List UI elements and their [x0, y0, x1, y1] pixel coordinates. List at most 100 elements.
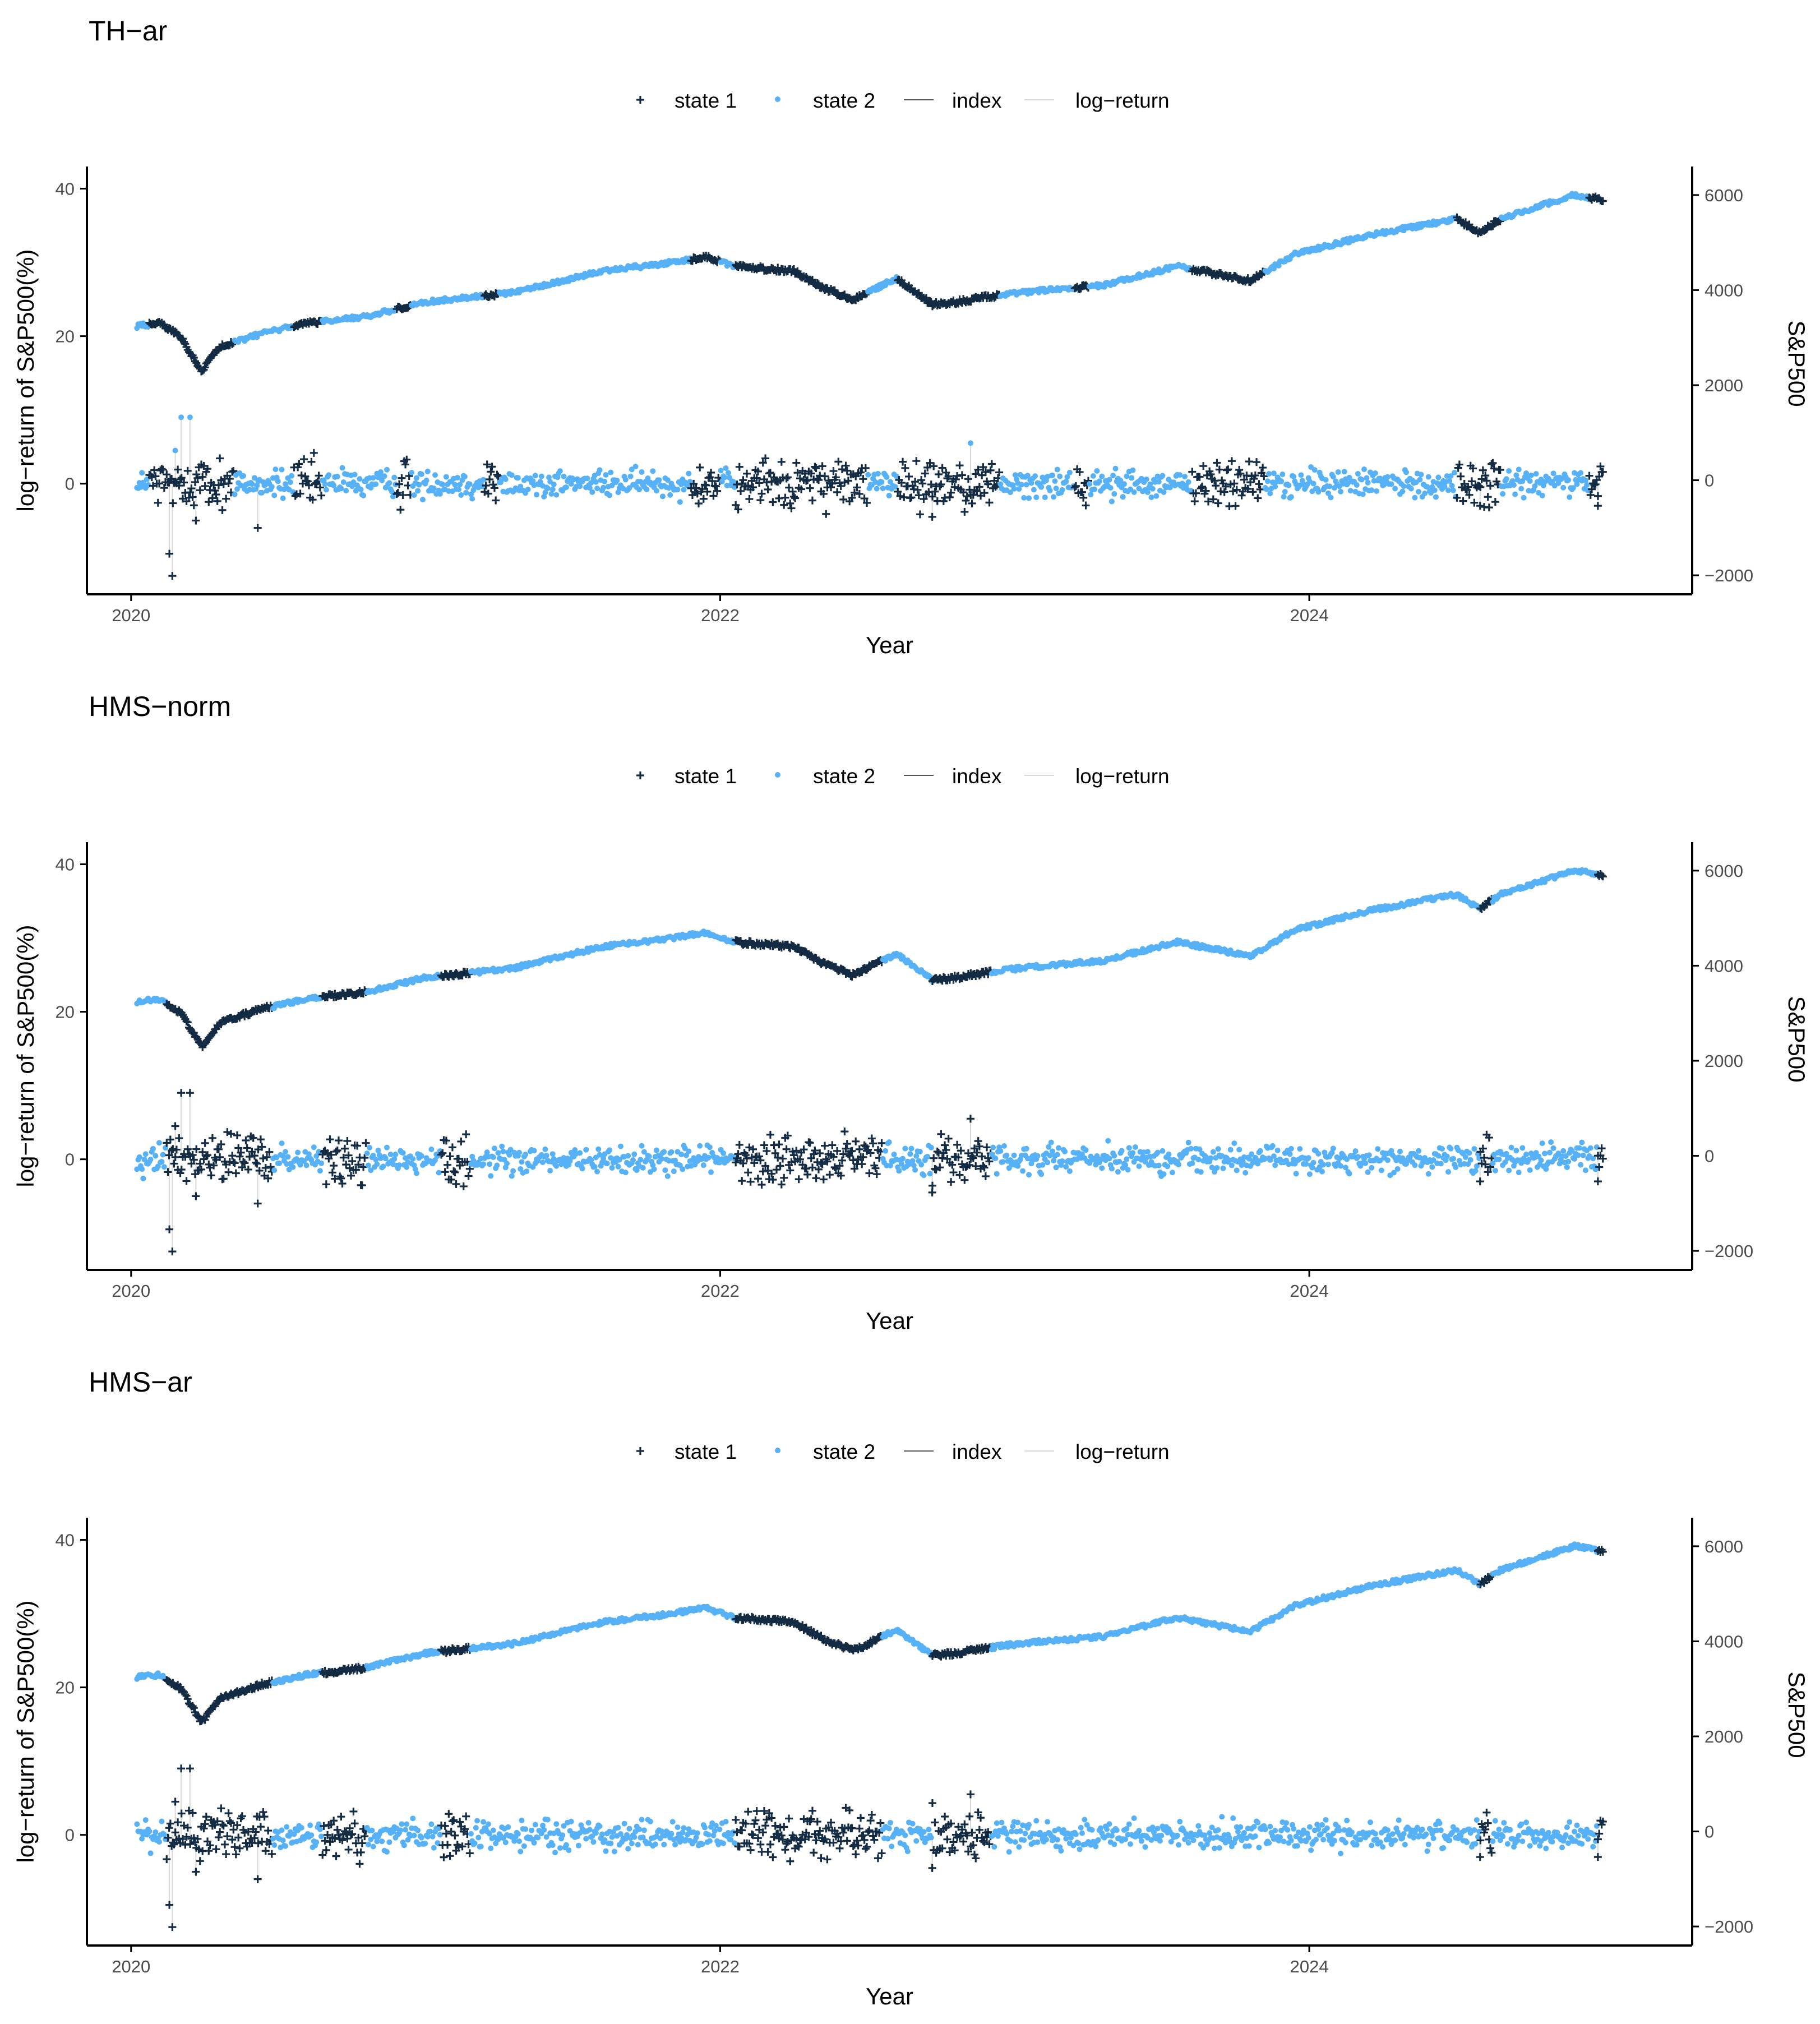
legend-label-state2: state 2	[813, 765, 875, 788]
return-point-state1	[784, 473, 792, 481]
return-point-state1	[1078, 488, 1086, 496]
return-point-state2	[1547, 1150, 1553, 1156]
y-tick-label-left: 40	[56, 854, 75, 874]
return-point-state1	[312, 479, 320, 487]
return-point-state2	[1047, 488, 1053, 493]
legend-key-state2	[775, 1448, 780, 1453]
return-point-state1	[1238, 492, 1246, 500]
return-point-state2	[1521, 495, 1527, 501]
return-point-state1	[843, 1140, 851, 1148]
return-point-state2	[1281, 494, 1287, 500]
return-point-state2	[1403, 469, 1409, 475]
return-point-state2	[285, 1154, 290, 1159]
return-point-state2	[533, 473, 538, 478]
return-point-state2	[326, 472, 331, 478]
return-point-state2	[463, 490, 469, 496]
return-point-state2	[462, 474, 468, 479]
return-point-state2	[1319, 1169, 1325, 1175]
return-point-state2	[412, 492, 417, 498]
return-point-state2	[1512, 492, 1518, 497]
return-point-state1	[700, 495, 708, 503]
return-extreme-state1	[168, 1247, 176, 1255]
return-point-state2	[1399, 489, 1405, 495]
return-point-state2	[1565, 477, 1571, 483]
return-point-state2	[1144, 477, 1149, 482]
return-point-state2	[644, 487, 649, 492]
y-tick-label-right: −2000	[1704, 566, 1753, 585]
return-point-state1	[787, 505, 795, 512]
y-axis-label-left: log−return of S&P500(%)	[12, 925, 39, 1187]
return-point-state2	[681, 487, 687, 492]
return-point-state1	[396, 506, 404, 514]
return-point-state2	[1056, 1145, 1061, 1150]
return-point-state2	[424, 478, 429, 483]
return-point-state2	[1373, 470, 1378, 476]
return-point-state1	[209, 1134, 216, 1142]
return-point-state2	[1447, 478, 1452, 484]
return-point-state2	[1579, 1140, 1585, 1145]
return-point-state2	[618, 1144, 623, 1149]
return-point-state2	[640, 1165, 646, 1171]
return-point-state2	[1054, 486, 1059, 491]
return-point-state2	[654, 1148, 659, 1153]
return-point-state2	[1369, 1165, 1374, 1171]
return-point-state2	[153, 1153, 158, 1159]
return-point-state2	[1401, 483, 1407, 489]
return-point-state2	[593, 479, 599, 485]
return-point-state2	[241, 473, 246, 479]
return-point-state2	[156, 1140, 162, 1145]
return-point-state2	[551, 482, 557, 487]
x-tick-label: 2022	[701, 1281, 740, 1301]
return-point-state1	[916, 510, 924, 518]
return-point-state2	[481, 1161, 486, 1167]
return-point-state1	[806, 484, 814, 492]
legend-label-state1: state 1	[675, 1440, 737, 1463]
return-point-state1	[838, 465, 846, 473]
return-point-state2	[1067, 470, 1073, 475]
return-point-state2	[623, 477, 629, 482]
return-point-state2	[550, 1151, 556, 1157]
return-point-state1	[169, 499, 177, 507]
points	[134, 191, 1607, 580]
return-point-state1	[758, 1181, 766, 1189]
return-point-state1	[486, 475, 493, 483]
return-point-state2	[1119, 1148, 1125, 1154]
return-point-state2	[929, 1145, 934, 1150]
return-point-state1	[190, 501, 198, 509]
return-point-state2	[1129, 475, 1134, 480]
legend-key-state1	[636, 1447, 644, 1455]
return-point-state1	[822, 510, 830, 518]
return-point-state1	[243, 1144, 251, 1152]
return-point-state2	[1438, 1161, 1444, 1167]
return-point-state2	[1342, 469, 1347, 474]
return-extreme-state2	[968, 440, 973, 446]
return-point-state1	[1496, 466, 1504, 474]
return-point-state1	[783, 475, 791, 483]
return-point-state1	[712, 482, 720, 490]
return-point-state2	[718, 468, 724, 473]
return-extreme-state2	[187, 414, 193, 420]
return-point-state2	[1161, 1171, 1167, 1177]
return-point-state2	[456, 487, 461, 492]
return-point-state2	[1038, 1171, 1044, 1177]
return-point-state2	[1279, 472, 1285, 477]
return-point-state2	[1062, 1149, 1068, 1154]
return-point-state1	[257, 1135, 265, 1143]
y-tick-label-right: 4000	[1704, 280, 1743, 300]
return-point-state1	[828, 1141, 836, 1149]
return-point-state2	[289, 473, 294, 479]
return-point-state2	[1150, 486, 1156, 492]
return-point-state2	[1020, 1168, 1026, 1174]
return-point-state1	[1484, 493, 1492, 501]
y-tick-label-left: 20	[56, 1002, 75, 1022]
return-point-state2	[1416, 1148, 1421, 1154]
return-point-state2	[1540, 1140, 1545, 1146]
return-point-state1	[736, 1141, 743, 1149]
return-point-state2	[1267, 491, 1273, 496]
return-point-state2	[1451, 488, 1456, 493]
return-extreme-state1	[929, 513, 936, 521]
legend-key-state2	[775, 96, 780, 102]
